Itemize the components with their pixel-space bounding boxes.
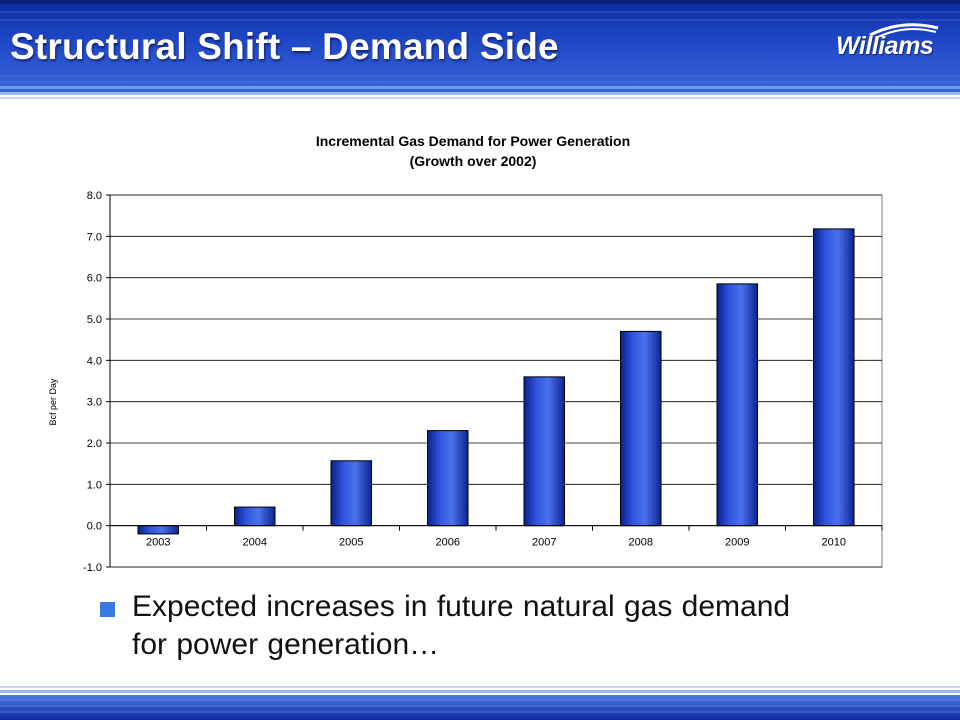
plot-area-border bbox=[109, 194, 883, 568]
bar-2007 bbox=[523, 376, 566, 527]
bar-2004 bbox=[233, 506, 276, 527]
company-logo: Williams bbox=[832, 22, 944, 72]
y-tick-label: 2.0 bbox=[87, 438, 102, 450]
slide-title: Structural Shift – Demand Side bbox=[10, 26, 559, 67]
y-tick-label: 8.0 bbox=[87, 190, 102, 202]
chart-container: Incremental Gas Demand for Power Generat… bbox=[20, 120, 900, 580]
bar-2003 bbox=[137, 525, 180, 535]
header-banner bbox=[0, 0, 960, 99]
bar-2006 bbox=[426, 430, 469, 527]
bar-2008 bbox=[619, 330, 662, 527]
slide-footer bbox=[0, 686, 960, 720]
footer-banner bbox=[0, 686, 960, 720]
y-tick-label: -1.0 bbox=[83, 562, 102, 574]
bullet-square-icon bbox=[100, 602, 115, 617]
y-tick-label: 4.0 bbox=[87, 355, 102, 367]
y-tick-label: 5.0 bbox=[87, 314, 102, 326]
logo-swoosh-icon bbox=[869, 23, 939, 38]
x-tick-label: 2008 bbox=[629, 537, 653, 549]
bullet-item: Expected increases in future natural gas… bbox=[132, 590, 791, 661]
x-tick-label: 2003 bbox=[146, 537, 170, 549]
y-tick-label: 6.0 bbox=[87, 273, 102, 285]
x-axis-ticks: 2003 2004 2005 2006 2007 2008 2009 2010 bbox=[146, 537, 846, 549]
logo-wordmark: Williams bbox=[836, 32, 934, 60]
bar-series bbox=[137, 228, 855, 535]
x-tick-label: 2010 bbox=[822, 537, 846, 549]
x-tick-label: 2005 bbox=[339, 537, 363, 549]
y-axis-ticks: 8.0 7.0 6.0 5.0 4.0 3.0 2.0 1.0 0.0 -1.0 bbox=[83, 190, 102, 574]
y-tick-label: 7.0 bbox=[87, 231, 102, 243]
y-tick-label: 0.0 bbox=[87, 521, 102, 533]
x-tick-label: 2007 bbox=[532, 537, 556, 549]
bar-chart: Incremental Gas Demand for Power Generat… bbox=[48, 133, 883, 574]
bar-2009 bbox=[716, 283, 759, 527]
gridlines bbox=[109, 194, 883, 568]
bar-2005 bbox=[330, 460, 373, 527]
y-tick-label: 1.0 bbox=[87, 479, 102, 491]
bar-2010 bbox=[812, 228, 855, 527]
axes bbox=[106, 194, 883, 568]
slide-header: Structural Shift – Demand Side Williams bbox=[0, 0, 960, 104]
x-tick-label: 2006 bbox=[436, 537, 460, 549]
chart-subtitle: (Growth over 2002) bbox=[410, 153, 537, 169]
y-tick-label: 3.0 bbox=[87, 397, 102, 409]
chart-title: Incremental Gas Demand for Power Generat… bbox=[316, 133, 630, 149]
x-tick-label: 2004 bbox=[243, 537, 267, 549]
x-tick-label: 2009 bbox=[725, 537, 749, 549]
y-axis-label: Bcf per Day bbox=[48, 378, 58, 426]
